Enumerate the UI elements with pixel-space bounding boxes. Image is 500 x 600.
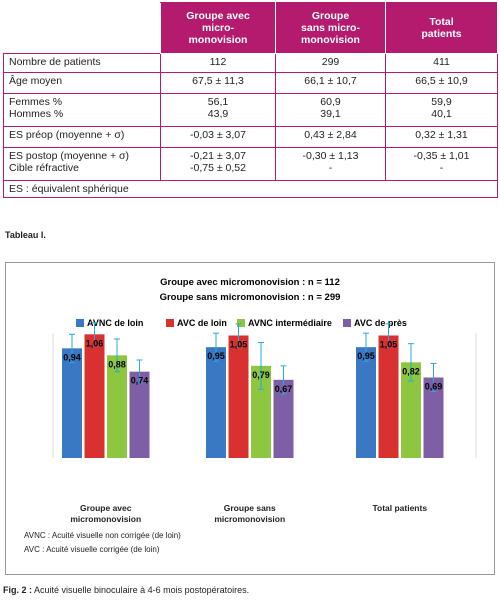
legend-swatch (76, 319, 84, 327)
table-cell: 59,9 40,1 (385, 93, 498, 127)
table-cell: Femmes % Hommes % (3, 93, 161, 127)
data-label: 0,82 (402, 366, 420, 376)
table-row: Âge moyen 67,5 ± 11,3 66,1 ± 10,7 66,5 ± 10… (3, 72, 498, 94)
header-cell (3, 2, 161, 54)
table-cell: 66,1 ± 10,7 (275, 72, 386, 94)
data-label: 0,95 (357, 351, 375, 361)
bar (129, 371, 150, 458)
x-tick-label: Groupe sans micromonovision (214, 503, 286, 524)
table-cell: 0,43 ± 2,84 (275, 126, 386, 148)
header-cell: Total patients (385, 2, 498, 54)
table-cell: 299 (275, 53, 386, 73)
error-bar (136, 359, 143, 384)
table-cell: 67,5 ± 11,3 (160, 72, 276, 94)
table-caption: Tableau I. (5, 230, 46, 240)
table-row: Nombre de patients 112 299 411 (3, 53, 498, 73)
table-cell: -0,30 ± 1,13 - (275, 147, 386, 181)
error-bar (258, 342, 264, 390)
error-bar (69, 333, 75, 363)
header-cell: Groupe sans micro- monovision (275, 2, 386, 54)
table-footnote: ES : équivalent sphérique (3, 180, 498, 198)
error-bar (363, 332, 369, 362)
data-label: 0,88 (108, 359, 126, 369)
bar (423, 377, 444, 458)
table-cell: -0,03 ± 3,07 (160, 126, 276, 148)
table-row: ES préop (moyenne + σ) -0,03 ± 3,07 0,43 ±… (3, 126, 498, 148)
data-label: 1,05 (230, 340, 248, 350)
table-cell: 112 (160, 53, 276, 73)
error-bar (430, 363, 437, 392)
error-bar (280, 365, 287, 395)
figure: Groupe avec micromonovision : n = 112 Gr… (5, 262, 495, 575)
table-row: Femmes % Hommes % 56,1 43,9 60,9 39,1 59,9 … (3, 93, 498, 127)
caption-label: Fig. 2 : (3, 585, 32, 595)
table-cell: ES préop (moyenne + σ) (3, 126, 161, 148)
bar (84, 334, 105, 458)
chart-title: Groupe avec micromonovision : n = 112 (160, 277, 340, 288)
table-cell: 66,5 ± 10,9 (385, 72, 498, 94)
data-label: 0,79 (252, 370, 270, 380)
data-label: 0,95 (207, 351, 225, 361)
legend-swatch (166, 319, 174, 327)
caption-text: Acuité visuelle binoculaire à 4-6 mois p… (34, 585, 250, 595)
bar (228, 335, 249, 458)
data-label: 1,05 (380, 340, 398, 350)
legend-label: AVNC intermédiaire (248, 318, 332, 328)
data-label: 0,69 (425, 382, 443, 392)
table-row: ES : équivalent sphérique (3, 180, 498, 198)
x-tick-label: Groupe avec micromonovision (70, 503, 142, 524)
legend-label: AVC de loin (177, 318, 227, 328)
bar (273, 379, 294, 458)
legend-swatch (343, 319, 351, 327)
table-cell: -0,21 ± 3,07 -0,75 ± 0,52 (160, 147, 276, 181)
bar (62, 348, 82, 458)
error-bar (213, 332, 219, 362)
table-row: ES postop (moyenne + σ) Cible réfractive… (3, 147, 498, 181)
table-cell: 0,32 ± 1,31 (385, 126, 498, 148)
table-cell: 60,9 39,1 (275, 93, 386, 127)
error-bar (385, 323, 392, 348)
note: AVC : Acuité visuelle corrigée (de loin) (24, 545, 160, 554)
bar (356, 347, 376, 458)
error-bar (91, 322, 98, 347)
table-cell: Âge moyen (3, 72, 161, 94)
data-table: Groupe avec micro- monovision Groupe sans… (3, 2, 498, 198)
legend-label: AVC de près (354, 318, 407, 328)
data-label: 1,06 (86, 338, 104, 348)
data-label: 0,74 (131, 376, 149, 386)
table-cell: 411 (385, 53, 498, 73)
error-bar (408, 343, 414, 382)
data-label: 0,67 (275, 384, 293, 394)
header-row: Groupe avec micro- monovision Groupe sans… (3, 2, 498, 54)
x-tick-label: Total patients (372, 503, 428, 513)
legend-label: AVNC de loin (87, 318, 143, 328)
header-cell: Groupe avec micro- monovision (160, 2, 276, 54)
note: AVNC : Acuité visuelle non corrigée (de … (24, 531, 181, 540)
table-cell: Nombre de patients (3, 53, 161, 73)
error-bar (114, 338, 120, 373)
table-cell: -0,35 ± 1,01 - (385, 147, 498, 181)
bar (107, 355, 127, 458)
chart-subtitle: Groupe sans micromonovision : n = 299 (160, 292, 341, 303)
table-cell: 56,1 43,9 (160, 93, 276, 127)
bar (401, 362, 421, 458)
error-bar (235, 323, 242, 348)
table-cell: ES postop (moyenne + σ) Cible réfractive (3, 147, 161, 181)
legend-swatch (237, 319, 245, 327)
bar (206, 347, 226, 458)
figure-caption: Fig. 2 : Acuité visuelle binoculaire à 4… (3, 585, 249, 595)
bar (251, 365, 271, 458)
chart: Groupe avec micromonovision : n = 112 Gr… (52, 277, 477, 458)
data-label: 0,94 (63, 352, 81, 362)
bar (378, 335, 399, 458)
